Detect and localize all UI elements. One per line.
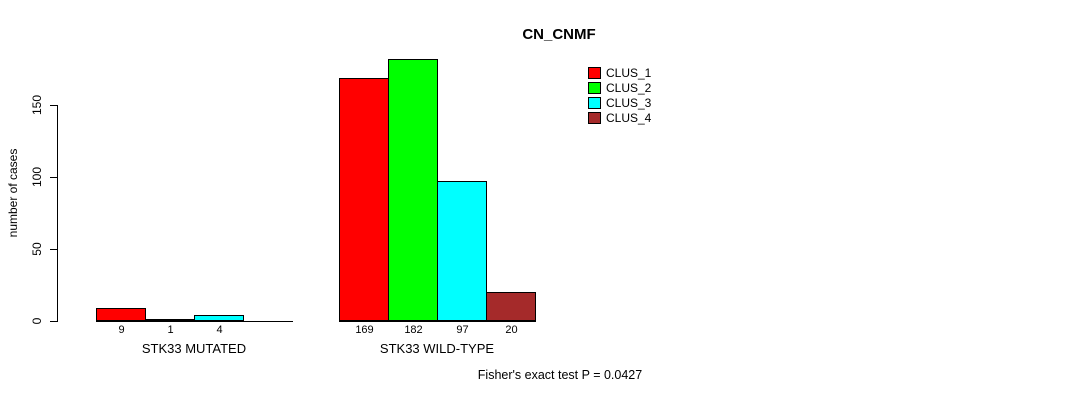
y-tick: [50, 249, 57, 250]
y-axis-label: number of cases: [6, 148, 20, 238]
y-tick-label: 150: [30, 94, 44, 116]
x-group-label: STK33 MUTATED: [141, 341, 247, 356]
x-baseline: [339, 321, 536, 322]
y-tick: [50, 177, 57, 178]
y-tick-label: 0: [30, 317, 44, 325]
legend-swatch-icon: [588, 112, 601, 124]
y-tick: [50, 321, 57, 322]
bar-value-label: 182: [404, 324, 423, 336]
bar-value-label: 9: [118, 324, 125, 336]
chart-title: CN_CNMF: [522, 26, 596, 43]
bar-clus_1: [339, 77, 389, 321]
x-baseline: [96, 321, 293, 322]
legend-swatch-icon: [588, 97, 601, 109]
x-group-label: STK33 WILD-TYPE: [379, 341, 495, 356]
legend-swatch-icon: [588, 82, 601, 94]
legend-label: CLUS_1: [606, 66, 652, 80]
bar-clus_4: [486, 292, 536, 321]
bar-clus_3: [194, 315, 244, 321]
y-tick-label: 100: [30, 166, 44, 188]
bar-clus_3: [437, 181, 487, 321]
footnote-text: Fisher's exact test P = 0.0427: [477, 368, 643, 382]
y-axis-line: [57, 105, 58, 322]
y-tick-label: 50: [30, 242, 44, 256]
legend-label: CLUS_2: [606, 81, 652, 95]
bar-value-label: 169: [355, 324, 374, 336]
legend-label: CLUS_3: [606, 96, 652, 110]
bar-clus_2: [388, 58, 438, 321]
bar-clus_2: [145, 319, 195, 321]
bar-value-label: 4: [216, 324, 223, 336]
bar-value-label: 20: [505, 324, 518, 336]
legend-swatch-icon: [588, 67, 601, 79]
bar-value-label: 1: [167, 324, 174, 336]
bar-value-label: 97: [456, 324, 469, 336]
y-tick: [50, 105, 57, 106]
legend-label: CLUS_4: [606, 111, 652, 125]
bar-clus_1: [96, 308, 146, 321]
